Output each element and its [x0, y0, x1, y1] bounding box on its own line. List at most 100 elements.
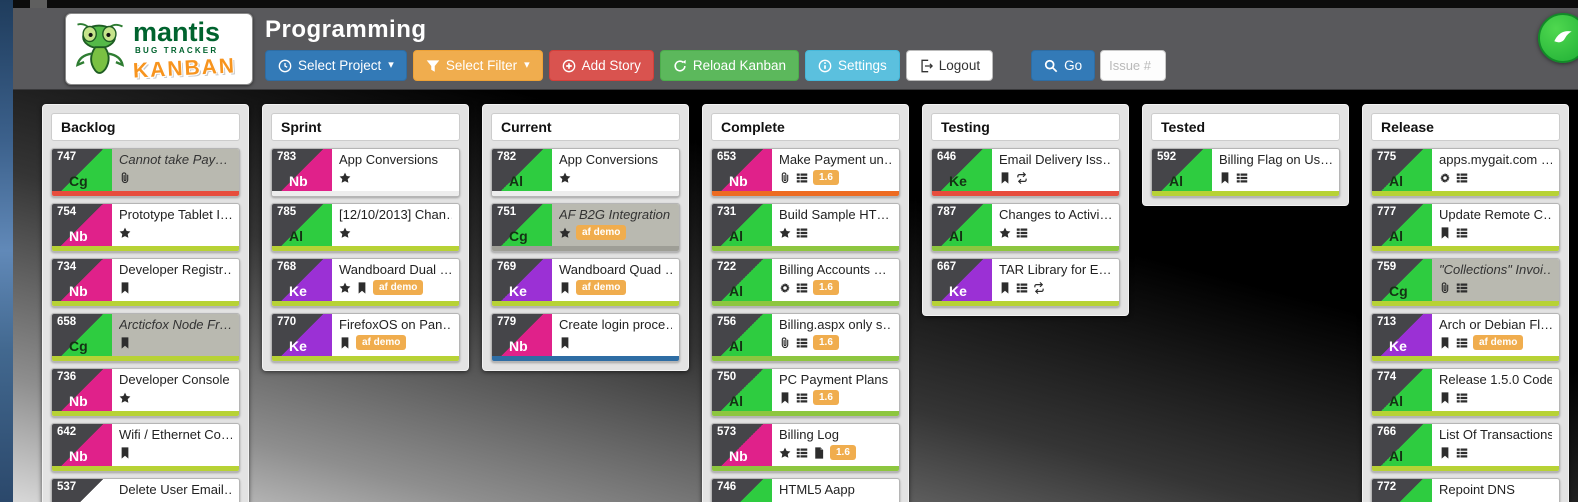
- card-icons-row: 1.6: [779, 390, 892, 405]
- list-icon: [1236, 172, 1248, 184]
- card-main: 667 Ke TAR Library for E…: [932, 259, 1119, 301]
- card-title: TAR Library for E…: [999, 262, 1112, 277]
- card-corner-badge: 775 Al: [1372, 149, 1432, 191]
- list-icon: [796, 282, 808, 294]
- story-card[interactable]: 537 Delete User Email…: [51, 478, 240, 502]
- issue-id: 775: [1377, 151, 1397, 163]
- assignee-initials: Ke: [289, 338, 307, 354]
- story-card[interactable]: 783 Nb App Conversions: [271, 148, 460, 197]
- reload-kanban-button[interactable]: Reload Kanban: [659, 50, 799, 81]
- list-icon: [796, 227, 808, 239]
- story-card[interactable]: 775 Al apps.mygait.com …: [1371, 148, 1560, 197]
- card-corner-badge: 646 Ke: [932, 149, 992, 191]
- chat-widget-button[interactable]: [1538, 13, 1578, 63]
- story-card[interactable]: 779 Nb Create login proce…: [491, 313, 680, 362]
- story-card[interactable]: 722 Al Billing Accounts … 1.6: [711, 258, 900, 307]
- card-corner-badge: 766 Al: [1372, 424, 1432, 466]
- assignee-initials: Al: [729, 338, 743, 354]
- card-title: Release 1.5.0 Code: [1439, 372, 1552, 387]
- card-body: "Collections" Invoi…: [1432, 259, 1559, 301]
- card-body: PC Payment Plans 1.6: [772, 369, 899, 411]
- assignee-initials: Al: [729, 228, 743, 244]
- card-title: Create login proce…: [559, 317, 672, 332]
- story-card[interactable]: 653 Nb Make Payment un… 1.6: [711, 148, 900, 197]
- story-card[interactable]: 782 Al App Conversions: [491, 148, 680, 197]
- card-icons-row: af demo: [559, 225, 672, 240]
- card-title: "Collections" Invoi…: [1439, 262, 1552, 277]
- assignee-initials: Al: [1389, 393, 1403, 409]
- story-card[interactable]: 750 Al PC Payment Plans 1.6: [711, 368, 900, 417]
- card-title: Developer Console: [119, 372, 230, 387]
- story-card[interactable]: 785 Al [12/10/2013] Chan…: [271, 203, 460, 252]
- add-story-button[interactable]: Add Story: [548, 50, 654, 81]
- story-card[interactable]: 592 Al Billing Flag on Us…: [1151, 148, 1340, 197]
- card-main: 772Al Repoint DNS: [1372, 479, 1559, 502]
- go-button[interactable]: Go: [1031, 50, 1096, 81]
- story-card[interactable]: 642 Nb Wifi / Ethernet Co…: [51, 423, 240, 472]
- story-card[interactable]: 756 Al Billing.aspx only s… 1.6: [711, 313, 900, 362]
- card-title: App Conversions: [559, 152, 658, 167]
- bookmark-icon: [119, 281, 131, 294]
- select-project-label: Select Project: [298, 58, 382, 73]
- bookmark-icon: [999, 281, 1011, 294]
- story-card[interactable]: 736 Nb Developer Console: [51, 368, 240, 417]
- card-corner-badge: 777 Al: [1372, 204, 1432, 246]
- story-card[interactable]: 774 Al Release 1.5.0 Code: [1371, 368, 1560, 417]
- card-title: apps.mygait.com …: [1439, 152, 1552, 167]
- story-card[interactable]: 766 Al List Of Transactions: [1371, 423, 1560, 472]
- select-project-button[interactable]: Select Project ▾: [265, 50, 407, 81]
- card-main: 573 Nb Billing Log 1.6: [712, 424, 899, 466]
- issue-id: 774: [1377, 371, 1397, 383]
- card-body: Delete User Email…: [112, 479, 239, 502]
- select-filter-button[interactable]: Select Filter ▾: [412, 50, 543, 81]
- story-card[interactable]: 770 Ke FirefoxOS on Pan… af demo: [271, 313, 460, 362]
- card-corner-badge: 734 Nb: [52, 259, 112, 301]
- story-card[interactable]: 769 Ke Wandboard Quad … af demo: [491, 258, 680, 307]
- story-card[interactable]: 667 Ke TAR Library for E…: [931, 258, 1120, 307]
- settings-button[interactable]: Settings: [805, 50, 900, 81]
- card-body: FirefoxOS on Pan… af demo: [332, 314, 459, 356]
- logo-brand-text: mantis: [133, 16, 221, 47]
- list-icon: [1456, 282, 1468, 294]
- story-card[interactable]: 658 Cg Arcticfox Node Fr…: [51, 313, 240, 362]
- card-title: Cannot take Pay…: [119, 152, 229, 167]
- story-card[interactable]: 573 Nb Billing Log 1.6: [711, 423, 900, 472]
- list-icon: [1456, 392, 1468, 404]
- story-card[interactable]: 787 Al Changes to Activi…: [931, 203, 1120, 252]
- assignee-initials: Al: [509, 173, 523, 189]
- plus-circle-icon: [562, 59, 576, 73]
- story-card[interactable]: 772Al Repoint DNS: [1371, 478, 1560, 502]
- logout-button[interactable]: Logout: [905, 50, 994, 81]
- story-card[interactable]: 768 Ke Wandboard Dual … af demo: [271, 258, 460, 307]
- star-icon: [559, 172, 571, 184]
- story-card[interactable]: 746Al HTML5 Aapp: [711, 478, 900, 502]
- card-main: 658 Cg Arcticfox Node Fr…: [52, 314, 239, 356]
- card-icons-row: [119, 225, 232, 240]
- issue-id: 658: [57, 316, 77, 328]
- story-card[interactable]: 731 Al Build Sample HT…: [711, 203, 900, 252]
- story-card[interactable]: 646 Ke Email Delivery Iss…: [931, 148, 1120, 197]
- story-card[interactable]: 734 Nb Developer Registr…: [51, 258, 240, 307]
- card-body: TAR Library for E…: [992, 259, 1119, 301]
- issue-number-input[interactable]: [1100, 50, 1167, 81]
- progress-bar: [1372, 191, 1559, 196]
- assignee-initials: Nb: [69, 448, 88, 464]
- issue-id: 746: [717, 481, 737, 493]
- story-card[interactable]: 713 Ke Arch or Debian Fl… af demo: [1371, 313, 1560, 362]
- card-main: 775 Al apps.mygait.com …: [1372, 149, 1559, 191]
- column-header: Tested: [1151, 113, 1340, 141]
- story-card[interactable]: 754 Nb Prototype Tablet I…: [51, 203, 240, 252]
- star-icon: [559, 227, 571, 239]
- mantis-logo[interactable]: mantis BUG TRACKER KANBAN: [65, 12, 253, 85]
- gear-icon: [779, 282, 791, 294]
- story-card[interactable]: 751 Cg AF B2G Integration af demo: [491, 203, 680, 252]
- select-filter-label: Select Filter: [445, 58, 518, 73]
- bookmark-icon: [559, 336, 571, 349]
- story-card[interactable]: 777 Al Update Remote C…: [1371, 203, 1560, 252]
- card-title: Billing Accounts …: [779, 262, 887, 277]
- reload-kanban-label: Reload Kanban: [692, 58, 786, 73]
- card-corner-badge: 768 Ke: [272, 259, 332, 301]
- story-card[interactable]: 747 Cg Cannot take Pay…: [51, 148, 240, 197]
- story-card[interactable]: 759 Cg "Collections" Invoi…: [1371, 258, 1560, 307]
- star-icon: [339, 227, 351, 239]
